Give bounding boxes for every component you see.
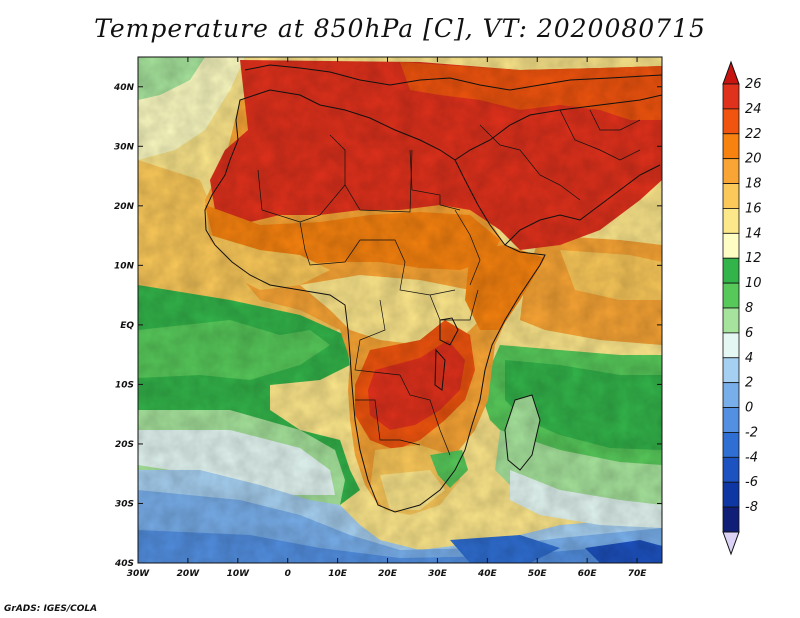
coastlines [204, 64, 662, 513]
y-tick-label: 30S [115, 499, 134, 509]
colorbar-label: 4 [745, 351, 753, 366]
colorbar-swatch [722, 133, 740, 160]
colorbar-label: 14 [745, 226, 762, 241]
credit-text: GrADS: IGES/COLA [4, 604, 98, 614]
x-tick-label: 30W [127, 569, 151, 579]
y-axis-ticks: 40N 30N 20N 10N EQ 10S 20S 30S 40S [113, 83, 662, 569]
field-texture [138, 57, 662, 563]
country-borders [257, 109, 641, 456]
x-tick-label: 60E [578, 569, 598, 579]
colorbar-label: -8 [745, 500, 758, 515]
temperature-field [138, 57, 662, 563]
colorbar-swatch [722, 108, 740, 135]
x-tick-label: 40E [477, 569, 498, 579]
colorbar-swatch [722, 232, 740, 259]
colorbar-swatch [722, 357, 740, 384]
colorbar-label: 2 [745, 376, 753, 391]
x-tick-label: 10E [328, 569, 348, 579]
colorbar-label: 18 [745, 177, 762, 192]
colorbar-swatch [722, 257, 740, 284]
colorbar-swatch [722, 456, 740, 483]
x-axis-ticks: 30W 20W 10W 0 10E 20E 30E 40E 50E 60E 70E [127, 57, 647, 579]
x-tick-label: 20E [378, 569, 398, 579]
colorbar-swatch [722, 208, 740, 234]
colorbar-swatch [722, 282, 740, 309]
colorbar-swatch [722, 332, 740, 359]
colorbar-label: 8 [745, 301, 753, 316]
y-tick-label: 20S [115, 440, 134, 450]
colorbar-swatch [722, 432, 740, 458]
colorbar-label: 16 [745, 201, 762, 216]
colorbar-swatch [722, 382, 740, 408]
colorbar-swatch [722, 83, 740, 110]
colorbar-swatch [722, 481, 740, 508]
y-tick-label: EQ [120, 321, 134, 331]
y-tick-label: 40N [113, 83, 135, 93]
y-tick-label: 40S [114, 559, 134, 569]
colorbar-swatch [722, 307, 740, 334]
colorbar-bottom-arrow [722, 531, 740, 556]
colorbar-label: 10 [745, 276, 762, 291]
x-tick-label: 0 [285, 569, 291, 579]
chart-title: Temperature at 850hPa [C], VT: 202008071… [94, 14, 706, 43]
colorbar-label: -4 [745, 450, 758, 465]
x-tick-label: 30E [428, 569, 448, 579]
colorbar-swatch [722, 158, 740, 184]
x-tick-label: 50E [528, 569, 548, 579]
colorbar-label: 6 [745, 326, 753, 341]
y-tick-label: 10N [114, 261, 135, 271]
colorbar-label: 0 [745, 401, 753, 416]
y-tick-label: 20N [114, 202, 135, 212]
y-tick-label: 10S [115, 380, 134, 390]
colorbar-swatch [722, 183, 740, 209]
x-tick-label: 70E [628, 569, 648, 579]
x-tick-label: 20W [177, 569, 201, 579]
x-tick-label: 10W [227, 569, 251, 579]
plot-frame [137, 56, 663, 564]
colorbar-label: -6 [745, 475, 758, 490]
colorbar-swatch [722, 506, 740, 533]
colorbar-label: 12 [745, 251, 762, 266]
colorbar-top-arrow [722, 60, 740, 85]
colorbar-label: 26 [745, 77, 762, 92]
colorbar-label: -2 [745, 425, 758, 440]
colorbar-label: 22 [745, 127, 762, 142]
colorbar-label: 20 [745, 152, 762, 167]
colorbar-label: 24 [745, 102, 762, 117]
y-tick-label: 30N [114, 142, 135, 152]
colorbar-swatch [722, 407, 740, 433]
